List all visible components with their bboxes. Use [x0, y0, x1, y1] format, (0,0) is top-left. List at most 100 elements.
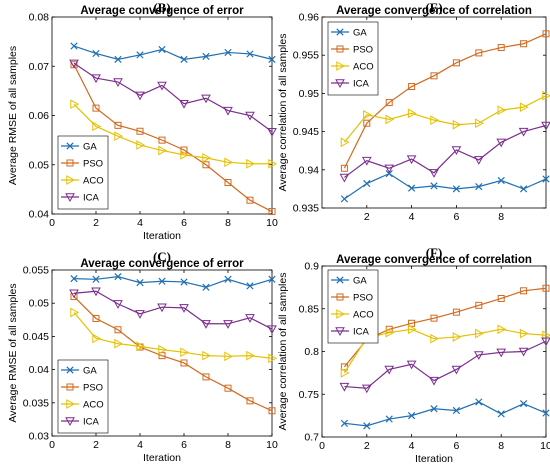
data-point: [519, 102, 529, 113]
data-point: [385, 169, 393, 178]
y-tick-label: 0.05: [29, 298, 50, 310]
data-point: [136, 51, 144, 59]
data-point: [246, 282, 254, 290]
series-ica: [339, 337, 550, 394]
series-pso: [340, 30, 550, 172]
y-tick-label: 0.04: [29, 209, 50, 221]
data-point: [70, 99, 80, 110]
y-tick-label: 0.9: [304, 261, 319, 273]
data-point: [406, 360, 417, 370]
legend-marker: [336, 293, 344, 301]
data-point: [340, 137, 350, 148]
data-point: [406, 155, 417, 165]
data-point: [136, 127, 144, 135]
data-point: [541, 337, 550, 347]
data-point: [224, 351, 234, 362]
legend-item: ACO: [331, 61, 374, 73]
series-ica: [69, 59, 277, 137]
legend-label: ICA: [353, 327, 370, 338]
data-point: [475, 301, 483, 309]
y-tick-label: 0.935: [293, 203, 319, 215]
legend-label: PSO: [83, 159, 103, 170]
x-tick-label: 2: [93, 217, 99, 229]
series-line: [343, 33, 547, 169]
x-tick-label: 8: [225, 217, 231, 229]
data-point: [541, 121, 550, 131]
data-point: [497, 44, 505, 52]
data-point: [268, 353, 278, 364]
data-point: [339, 382, 350, 392]
legend-marker: [335, 79, 345, 89]
y-tick-label: 0.045: [23, 331, 49, 343]
x-tick-label: 4: [137, 439, 143, 451]
series-line: [344, 124, 547, 178]
data-point: [92, 121, 102, 132]
legend: GA PSO ACO ICA: [57, 359, 109, 434]
series-line: [344, 401, 547, 427]
series-line: [344, 172, 547, 200]
data-point: [180, 278, 188, 286]
data-point: [201, 94, 211, 104]
data-point: [224, 384, 232, 392]
data-point: [519, 328, 529, 339]
data-point: [267, 128, 277, 137]
x-axis-label: Iteration: [143, 452, 181, 464]
y-tick-label: 0.07: [29, 61, 50, 73]
data-point: [179, 99, 189, 109]
y-axis-label: Average correlation of all samples: [277, 273, 289, 431]
y-tick-label: 0.08: [29, 12, 50, 24]
data-point: [224, 275, 232, 283]
y-tick-label: 0.85: [299, 303, 320, 315]
x-tick-label: 10: [266, 217, 278, 229]
chart-title: Average convergence of correlation: [336, 254, 532, 266]
series-line: [73, 103, 272, 165]
data-point: [113, 78, 123, 88]
data-point: [385, 327, 395, 338]
series-aco: [70, 99, 278, 169]
legend-item: GA: [331, 276, 367, 287]
data-point: [452, 332, 462, 342]
chart-title: Average convergence of error: [80, 5, 244, 17]
legend-label: GA: [83, 366, 97, 377]
series-pso: [70, 293, 276, 415]
series-aco: [340, 90, 550, 148]
chart-title: Average convergence of error: [80, 258, 244, 270]
data-point: [114, 121, 122, 129]
legend-marker: [65, 193, 75, 203]
data-point: [224, 48, 232, 57]
x-axis-label: Iteration: [415, 453, 453, 465]
legend-item: GA: [61, 366, 97, 377]
data-point: [430, 333, 440, 344]
data-point: [245, 111, 255, 121]
data-point: [473, 156, 484, 165]
legend-label: ACO: [353, 62, 374, 73]
data-point: [385, 99, 393, 107]
series-aco: [70, 307, 278, 364]
chart-panel: (F)Average convergence of correlation 0 2 4…: [277, 245, 550, 465]
x-tick-label: 6: [453, 440, 459, 452]
data-point: [158, 45, 166, 54]
x-tick-label: 0: [319, 440, 325, 452]
data-point: [70, 42, 78, 50]
legend-marker: [66, 142, 74, 150]
data-point: [223, 106, 233, 116]
legend-marker: [335, 327, 345, 337]
data-point: [92, 104, 100, 112]
data-point: [114, 131, 124, 142]
x-tick-label: 2: [93, 439, 99, 451]
legend-label: PSO: [83, 383, 103, 394]
series-ga: [340, 169, 550, 203]
x-tick-label: 8: [498, 440, 504, 452]
data-point: [136, 341, 146, 352]
legend-item: PSO: [331, 45, 373, 56]
chart-title: Average convergence of correlation: [336, 5, 532, 17]
legend-item: PSO: [331, 293, 373, 304]
x-tick-label: 6: [453, 211, 459, 223]
legend-item: PSO: [61, 383, 103, 394]
data-point: [114, 273, 122, 281]
x-tick-label: 0: [49, 217, 55, 229]
data-point: [430, 115, 440, 125]
x-axis-label: Iteration: [143, 230, 181, 242]
data-point: [407, 412, 416, 420]
legend-label: GA: [353, 276, 367, 287]
